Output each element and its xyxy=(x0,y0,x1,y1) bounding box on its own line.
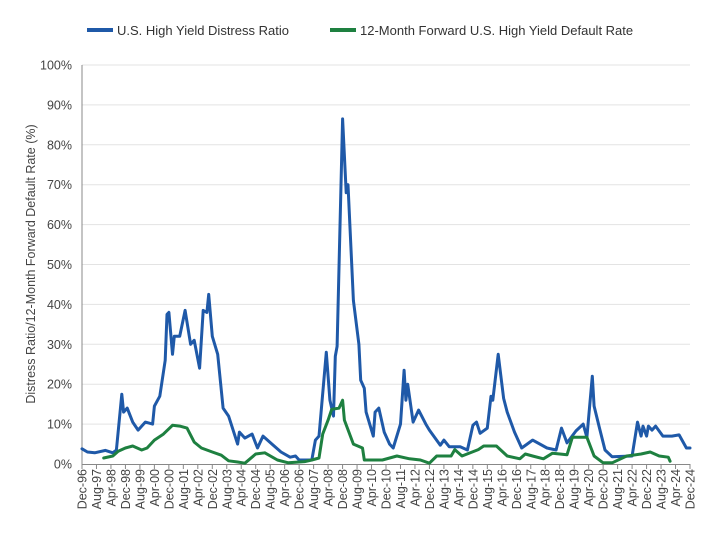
x-tick-label: Apr-22 xyxy=(626,469,640,507)
y-tick-label: 90% xyxy=(47,98,72,112)
y-tick-label: 50% xyxy=(47,258,72,272)
x-tick-label: Dec-16 xyxy=(510,469,524,509)
x-tick-label: Dec-00 xyxy=(162,469,176,509)
x-tick-label: Dec-20 xyxy=(597,469,611,509)
y-tick-label: 70% xyxy=(47,178,72,192)
x-tick-label: Aug-07 xyxy=(307,469,321,509)
x-tick-label: Dec-08 xyxy=(336,469,350,509)
x-tick-label: Dec-14 xyxy=(466,469,480,509)
x-tick-label: Apr-04 xyxy=(235,469,249,507)
series-line-0 xyxy=(80,117,692,462)
x-tick-label: Aug-21 xyxy=(611,469,625,509)
series-line-1 xyxy=(102,398,672,465)
x-tick-label: Aug-09 xyxy=(351,469,365,509)
x-tick-label: Apr-00 xyxy=(148,469,162,507)
x-tick-label: Apr-18 xyxy=(539,469,553,507)
series-lines xyxy=(80,117,692,465)
x-tick-label: Aug-13 xyxy=(437,469,451,509)
y-tick-label: 80% xyxy=(47,138,72,152)
x-tick-label: Apr-16 xyxy=(495,469,509,507)
x-tick-label: Dec-22 xyxy=(640,469,654,509)
x-tick-label: Apr-08 xyxy=(322,469,336,507)
x-tick-label: Aug-17 xyxy=(524,469,538,509)
y-tick-label: 10% xyxy=(47,418,72,432)
y-tick-label: 0% xyxy=(54,458,72,472)
x-tick-label: Dec-12 xyxy=(423,469,437,509)
x-tick-label: Aug-99 xyxy=(133,469,147,509)
y-tick-label: 100% xyxy=(40,59,72,73)
x-tick-label: Aug-01 xyxy=(177,469,191,509)
x-tick-label: Dec-24 xyxy=(684,469,698,509)
x-tick-label: Dec-02 xyxy=(206,469,220,509)
y-tick-label: 30% xyxy=(47,338,72,352)
y-tick-label: 20% xyxy=(47,378,72,392)
x-tick-label: Apr-24 xyxy=(669,469,683,507)
legend-label-default-rate: 12-Month Forward U.S. High Yield Default… xyxy=(360,23,633,38)
x-axis: Dec-96 Aug-97 Apr-98 Dec-98 Aug-99 Apr-00 Dec-… xyxy=(76,65,698,509)
y-axis-ticks: 0% 10% 20% 30% 40% 50% 60% 70% 80% 90% 100% xyxy=(40,59,72,472)
x-tick-label: Apr-06 xyxy=(278,469,292,507)
x-tick-label: Apr-14 xyxy=(452,469,466,507)
x-tick-label: Aug-97 xyxy=(90,469,104,509)
x-tick-label: Apr-02 xyxy=(191,469,205,507)
x-tick-label: Aug-11 xyxy=(394,469,408,508)
y-axis-label: Distress Ratio/12-Month Forward Default … xyxy=(24,124,38,403)
x-tick-label: Dec-10 xyxy=(380,469,394,509)
y-tick-label: 60% xyxy=(47,218,72,232)
gridlines xyxy=(82,64,690,425)
x-tick-label: Apr-10 xyxy=(365,469,379,507)
y-tick-label: 40% xyxy=(47,298,72,312)
x-tick-label: Aug-03 xyxy=(220,469,234,509)
x-tick-label: Aug-23 xyxy=(655,469,669,509)
legend: U.S. High Yield Distress Ratio 12-Month … xyxy=(87,23,633,38)
legend-label-distress-ratio: U.S. High Yield Distress Ratio xyxy=(117,23,289,38)
x-tick-label: Dec-18 xyxy=(553,469,567,509)
x-tick-label: Apr-12 xyxy=(408,469,422,507)
x-tick-label: Dec-04 xyxy=(249,469,263,509)
x-tick-label: Dec-06 xyxy=(293,469,307,509)
x-tick-label: Dec-98 xyxy=(119,469,133,509)
x-tick-label: Aug-19 xyxy=(568,469,582,509)
x-tick-label: Apr-98 xyxy=(104,469,118,507)
x-tick-label: Dec-96 xyxy=(76,469,90,509)
x-tick-label: Aug-15 xyxy=(481,469,495,509)
x-tick-label: Aug-05 xyxy=(264,469,278,509)
x-tick-label: Apr-20 xyxy=(582,469,596,507)
